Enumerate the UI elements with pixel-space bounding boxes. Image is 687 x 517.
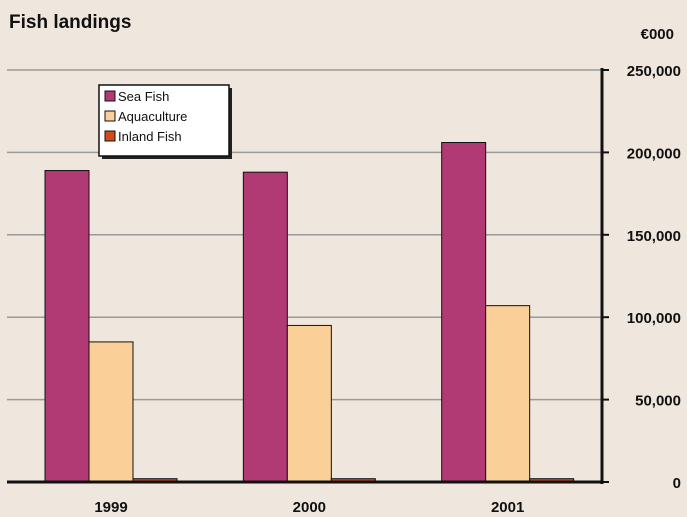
bar-sea-fish-1999 [44,170,90,483]
y-tick-label: 200,000 [627,145,681,162]
chart-title: Fish landings [9,12,132,33]
legend-label: Aquaculture [118,109,187,124]
x-tick-label: 2000 [293,499,326,516]
x-tick-label: 1999 [94,499,127,516]
y-tick-label: 150,000 [627,228,681,245]
bar-sea-fish-2000 [242,171,288,483]
axes [7,68,609,484]
bar-sea-fish-2001 [441,142,487,483]
bars [44,142,575,483]
legend-label: Inland Fish [118,129,182,144]
x-tick-labels: 1999 2000 2001 [94,499,524,516]
legend-label: Sea Fish [118,89,169,104]
y-tick-label: 100,000 [627,310,681,327]
bar-aquaculture-2000 [286,324,332,483]
y-tick-labels: 0 50,000 100,000 150,000 200,000 250,000 [627,63,681,492]
legend-box [98,84,230,157]
legend-swatch [104,90,116,102]
y-tick-label: 250,000 [627,63,681,80]
bar-aquaculture-2001 [485,305,531,483]
x-tick-label: 2001 [491,499,524,516]
legend-swatch [104,110,116,122]
y-tick-label: 0 [673,475,681,492]
legend: Sea Fish Aquaculture Inland Fish [98,84,232,159]
y-tick-label: 50,000 [635,393,681,410]
unit-label: €000 [640,26,674,43]
legend-swatch [104,130,116,142]
bar-aquaculture-1999 [88,341,134,483]
